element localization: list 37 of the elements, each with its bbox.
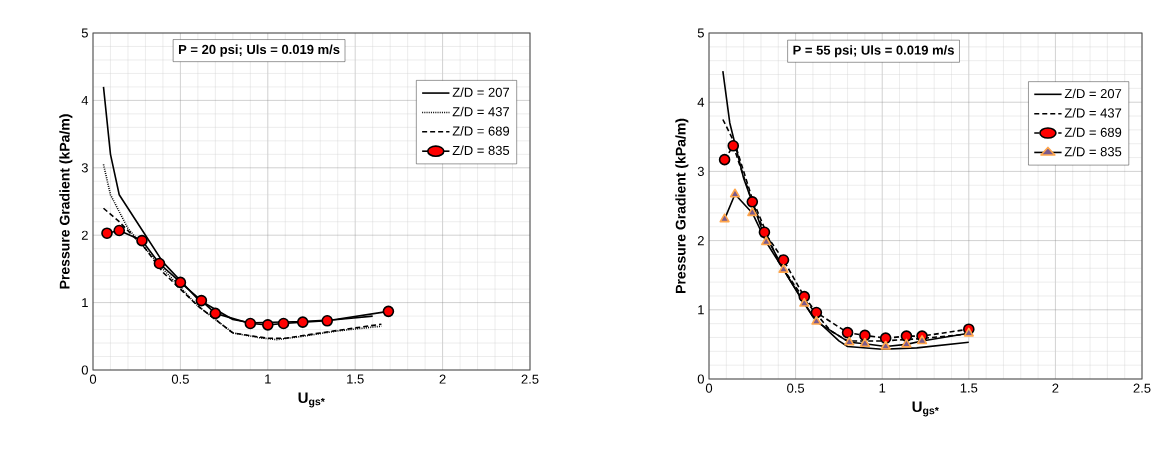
x-tick-label: 2 xyxy=(1052,383,1059,393)
text: P = 55 psi; Uls = 0.019 m/s xyxy=(793,45,954,58)
x-tick-label: 2 xyxy=(439,374,446,384)
x-axis-title: U$_{gs*}$ xyxy=(298,392,325,408)
x-tick-label: 0 xyxy=(705,383,713,393)
text: P = 20 psi; Uls = 0.019 m/s xyxy=(178,44,340,57)
y-axis-title: Pressure Gradient (kPa/m) xyxy=(59,114,73,289)
legend-label: Z/D = 207 xyxy=(452,87,510,97)
x-tick-label: 2.5 xyxy=(521,374,539,384)
y-tick-label: 4 xyxy=(697,97,705,107)
y-tick-label: 1 xyxy=(698,305,704,315)
y-tick-label: 3 xyxy=(697,166,704,177)
y-tick-label: 4 xyxy=(81,95,89,105)
x-tick-label: 1 xyxy=(879,383,886,393)
y-axis-title: Pressure Gradient (kPa/m) xyxy=(675,118,689,293)
x-tick-label: 1.5 xyxy=(347,374,364,384)
x-tick-label: 0.5 xyxy=(787,383,805,393)
legend-label: Z/D = 437 xyxy=(1064,108,1122,118)
legend-label: Z/D = 835 xyxy=(452,145,510,156)
legend-label: Z/D = 437 xyxy=(452,106,510,117)
legend-label: Z/D = 835 xyxy=(1064,146,1122,157)
x-tick-label: 2.5 xyxy=(1133,383,1151,393)
x-tick-label: 0.5 xyxy=(171,374,189,384)
legend-label: Z/D = 689 xyxy=(1064,127,1122,137)
x-tick-label: 0 xyxy=(89,374,97,384)
y-tick-label: 5 xyxy=(697,28,704,38)
y-tick-label: 3 xyxy=(81,163,88,173)
y-tick-label: 2 xyxy=(697,236,704,246)
y-tick-label: 2 xyxy=(81,230,88,240)
x-tick-label: 1.5 xyxy=(960,383,978,393)
y-tick-label: 0 xyxy=(81,365,88,375)
legend-label: Z/D = 207 xyxy=(1064,88,1122,99)
x-tick-label: 1 xyxy=(265,374,271,384)
y-tick-label: 1 xyxy=(82,298,88,308)
legend-label: Z/D = 689 xyxy=(452,126,510,136)
y-tick-label: 5 xyxy=(81,28,88,38)
x-axis-title: U$_{gs*}$ xyxy=(912,401,939,417)
